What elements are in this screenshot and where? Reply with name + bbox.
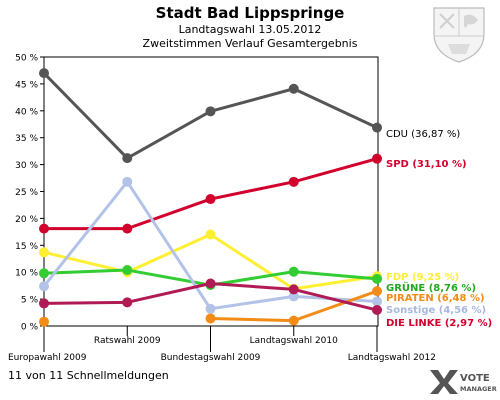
y-tick-label: 45 % [15, 80, 38, 90]
x-tick-label: Bundestagswahl 2009 [161, 353, 261, 363]
y-tick-label: 25 % [15, 188, 38, 198]
series-point [39, 281, 49, 292]
series-label: PIRATEN (6,48 %) [386, 293, 485, 304]
series-label: FDP (9,25 %) [386, 272, 459, 283]
reporting-status: 11 von 11 Schnellmeldungen [8, 369, 169, 382]
chart-title: Stadt Bad Lippspringe [155, 4, 345, 22]
series-point [122, 297, 133, 308]
series-point [288, 315, 299, 326]
series-label: DIE LINKE (2,97 %) [386, 318, 492, 329]
y-tick-label: 15 % [15, 242, 38, 252]
series-label: Sonstige (4,56 %) [386, 305, 486, 316]
series-point [205, 278, 216, 289]
series-point [39, 223, 49, 234]
series-point [288, 266, 299, 277]
y-tick-label: 40 % [15, 107, 38, 117]
series-point [205, 313, 216, 324]
series-point [122, 223, 133, 234]
series-point [288, 284, 299, 295]
logo-text-manager: MANAGER [460, 385, 497, 393]
x-tick-label: Landtagswahl 2012 [348, 353, 436, 363]
x-tick-label: Ratswahl 2009 [94, 336, 161, 346]
series-point [205, 229, 216, 240]
series-point [122, 153, 133, 164]
series-point [205, 194, 216, 205]
series-point [372, 122, 382, 133]
series-point [372, 273, 382, 284]
series-point [372, 286, 382, 297]
y-tick-label: 10 % [15, 269, 38, 279]
y-tick-label: 0 % [21, 323, 39, 333]
series-label: GRÜNE (8,76 %) [386, 280, 476, 294]
series-line [44, 157, 378, 231]
series-point [372, 153, 382, 164]
y-tick-label: 30 % [15, 161, 38, 171]
series-point [122, 265, 133, 276]
y-tick-label: 50 % [15, 54, 38, 64]
series-point [288, 291, 299, 302]
y-tick-label: 5 % [21, 296, 39, 306]
series-point [39, 68, 49, 79]
series-point [288, 83, 299, 94]
logo-text-vote: VOTE [460, 373, 490, 384]
series-point [39, 268, 49, 279]
series-point [39, 298, 49, 309]
chart-subtitle-election: Landtagswahl 13.05.2012 [178, 23, 322, 36]
coat-of-arms-icon [433, 7, 485, 63]
y-tick-label: 20 % [15, 215, 38, 225]
series-point [205, 106, 216, 117]
series-point [205, 303, 216, 314]
series-label: CDU (36,87 %) [386, 129, 460, 140]
series-point [39, 316, 49, 327]
series-point [288, 176, 299, 187]
x-tick-label: Europawahl 2009 [8, 353, 87, 363]
series-point [372, 305, 382, 316]
series-point [122, 176, 133, 187]
series-point [39, 247, 49, 258]
chart-subtitle-description: Zweitstimmen Verlauf Gesamtergebnis [142, 37, 358, 50]
series-point [372, 296, 382, 307]
votemanager-logo: VOTE MANAGER [430, 370, 497, 394]
y-tick-label: 35 % [15, 134, 38, 144]
series-label: SPD (31,10 %) [386, 159, 467, 170]
x-tick-label: Landtagswahl 2010 [250, 336, 339, 346]
